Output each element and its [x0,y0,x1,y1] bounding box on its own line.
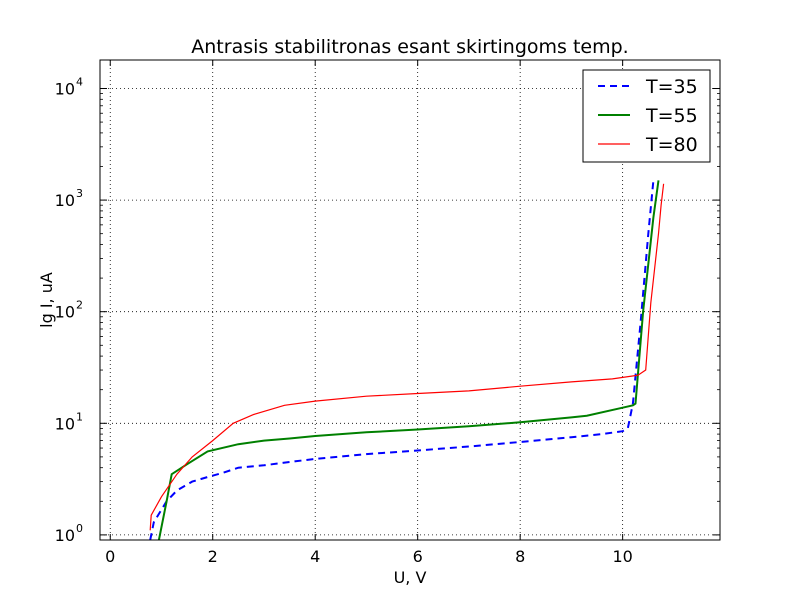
x-tick-label: 10 [612,547,632,566]
series-layer [149,180,665,540]
x-tick-label: 2 [208,547,218,566]
series-line-t-55 [157,180,660,540]
y-tick-base: 10 [55,526,75,545]
y-tick-label: 10 [55,526,75,545]
y-tick-exponent: 4 [76,75,83,88]
legend-label: T=55 [645,105,698,127]
x-tick-label: 4 [310,547,320,566]
x-tick-label: 0 [105,547,115,566]
x-tick-label: 6 [413,547,423,566]
chart-title: Antrasis stabilitronas esant skirtingoms… [191,36,628,58]
y-tick-exponent: 3 [76,187,83,200]
y-tick-exponent: 2 [76,299,83,312]
y-tick-base: 10 [55,191,75,210]
x-axis-label: U, V [394,568,427,587]
legend: T=35 T=55 T=80 [582,69,711,163]
y-tick-base: 10 [55,303,75,322]
y-tick-label: 10 [55,303,75,322]
y-axis-label: lg I, uA [37,272,56,328]
x-tick-label: 8 [515,547,525,566]
series-line-t-80 [149,183,665,531]
y-tick-label: 10 [55,191,75,210]
y-tick-exponent: 0 [76,522,83,535]
series-line-t-35 [149,180,655,540]
y-tick-exponent: 1 [76,410,83,423]
legend-label: T=80 [645,134,698,156]
plot-frame [99,59,721,541]
y-tick-label: 10 [55,79,75,98]
y-tick-base: 10 [55,414,75,433]
y-tick-base: 10 [55,79,75,98]
y-tick-label: 10 [55,414,75,433]
legend-label: T=35 [645,76,698,98]
